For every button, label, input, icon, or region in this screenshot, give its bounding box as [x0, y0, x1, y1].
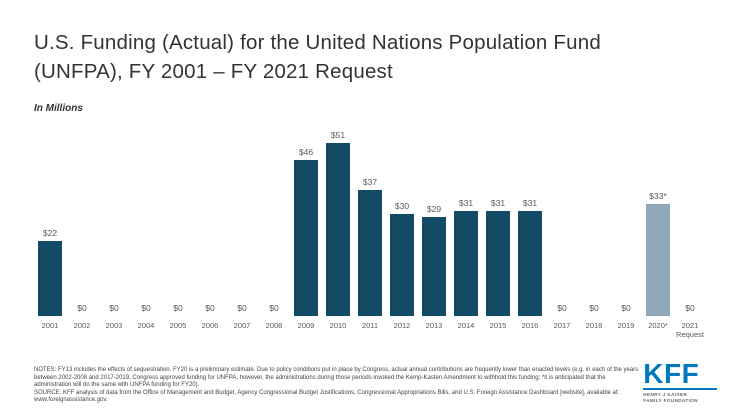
bar-group: $0 2021 Request	[674, 120, 706, 339]
bar-value-label: $37	[362, 177, 378, 187]
bar	[454, 211, 478, 316]
bar	[486, 211, 510, 316]
bar-group: $29 2013	[418, 120, 450, 336]
bar-group: $0 2004	[130, 120, 162, 336]
bar-value-label: $0	[685, 303, 695, 313]
x-axis-label: 2006	[201, 321, 219, 330]
kff-logo-text: KFF	[643, 358, 700, 390]
bar	[38, 241, 62, 316]
x-axis-label: 2005	[169, 321, 187, 330]
x-axis-label: 2014	[457, 321, 475, 330]
bar	[326, 143, 350, 316]
bar-group: $31 2016	[514, 120, 546, 336]
bar-value-label: $0	[141, 303, 151, 313]
bar-group: $51 2010	[322, 120, 354, 336]
bar-value-label: $22	[42, 228, 58, 238]
bar-value-label: $31	[490, 198, 506, 208]
bar-group: $33* 2020*	[642, 120, 674, 336]
x-axis-label: 2017	[553, 321, 571, 330]
bar-group: $37 2011	[354, 120, 386, 336]
x-axis-label: 2013	[425, 321, 443, 330]
bar	[294, 160, 318, 316]
bar-value-label: $30	[394, 201, 410, 211]
bar	[390, 214, 414, 316]
x-axis-label: 2016	[521, 321, 539, 330]
bar-value-label: $31	[458, 198, 474, 208]
x-axis-label: 2002	[73, 321, 91, 330]
bar-value-label: $29	[426, 204, 442, 214]
bar-value-label: $0	[237, 303, 247, 313]
kff-logo: KFF HENRY J KAISER FAMILY FOUNDATION	[643, 358, 717, 405]
title-line-1: U.S. Funding (Actual) for the United Nat…	[34, 31, 601, 54]
x-axis-label: 2003	[105, 321, 123, 330]
bar-group: $46 2009	[290, 120, 322, 336]
x-axis-label: 2011	[361, 321, 379, 330]
bar-value-label: $51	[330, 130, 346, 140]
x-axis-label: 2004	[137, 321, 155, 330]
bar-group: $0 2019	[610, 120, 642, 336]
chart-units-label: In Millions	[34, 103, 83, 114]
bar	[358, 190, 382, 316]
x-axis-label: 2012	[393, 321, 411, 330]
bar-value-label: $0	[109, 303, 119, 313]
title-line-2: (UNFPA), FY 2001 – FY 2021 Request	[34, 60, 393, 83]
bar-value-label: $0	[205, 303, 215, 313]
bar-value-label: $46	[298, 147, 314, 157]
bar-group: $0 2017	[546, 120, 578, 336]
bar-value-label: $0	[77, 303, 87, 313]
footer: NOTES: FY13 includes the effects of sequ…	[34, 358, 717, 405]
chart-plot-area: $22 2001 $0 2002 $0 2003 $0 2004 $0 2005 $0 2006 $0 2…	[34, 120, 706, 339]
bar-value-label: $0	[173, 303, 183, 313]
bar-group: $31 2015	[482, 120, 514, 336]
x-axis-label: 2010	[329, 321, 347, 330]
x-axis-label: 2019	[617, 321, 635, 330]
bar-group: $0 2002	[66, 120, 98, 336]
bar-value-label: $0	[269, 303, 279, 313]
x-axis-label: 2001	[41, 321, 59, 330]
chart-source: SOURCE: KFF analysis of data from the Of…	[34, 389, 620, 404]
bar-value-label: $0	[621, 303, 631, 313]
bar-group: $31 2014	[450, 120, 482, 336]
bar-value-label: $31	[522, 198, 538, 208]
notes-block: NOTES: FY13 includes the effects of sequ…	[34, 367, 643, 405]
bar-group: $0 2007	[226, 120, 258, 336]
bar-group: $0 2006	[194, 120, 226, 336]
bar	[646, 204, 670, 316]
bar-group: $0 2008	[258, 120, 290, 336]
bar-group: $0 2005	[162, 120, 194, 336]
x-axis-label: 2018	[585, 321, 603, 330]
kff-logo-subtext-line1: HENRY J KAISER	[643, 392, 688, 398]
x-axis-label: 2021 Request	[676, 321, 704, 339]
kff-logo-subtext-line2: FAMILY FOUNDATION	[643, 397, 698, 403]
bar	[518, 211, 542, 316]
x-axis-label: 2009	[297, 321, 315, 330]
x-axis-label: 2007	[233, 321, 251, 330]
chart-notes: NOTES: FY13 includes the effects of sequ…	[34, 367, 639, 389]
bar-value-label: $0	[557, 303, 567, 313]
bar-chart: $22 2001 $0 2002 $0 2003 $0 2004 $0 2005 $0 2006 $0 2…	[34, 120, 707, 339]
bar-group: $22 2001	[34, 120, 66, 336]
x-axis-label: 2020*	[648, 321, 668, 330]
bar-group: $0 2003	[98, 120, 130, 336]
page-title: U.S. Funding (Actual) for the United Nat…	[34, 28, 707, 86]
bar	[422, 217, 446, 316]
kff-logo-subtext: HENRY J KAISER FAMILY FOUNDATION	[643, 388, 717, 403]
x-axis-label: 2015	[489, 321, 507, 330]
x-axis-label: 2008	[265, 321, 283, 330]
bar-value-label: $33*	[649, 191, 667, 201]
bar-value-label: $0	[589, 303, 599, 313]
bar-group: $30 2012	[386, 120, 418, 336]
bar-group: $0 2018	[578, 120, 610, 336]
